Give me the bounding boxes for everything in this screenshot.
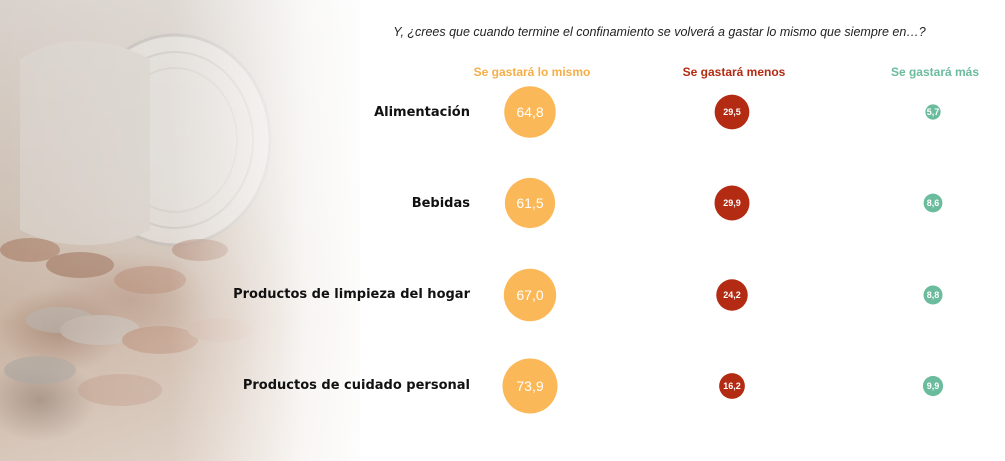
chart-question-title: Y, ¿crees que cuando termine el confinam… xyxy=(393,25,926,39)
column-header-mas: Se gastará más xyxy=(890,65,980,79)
bubble-mas-0: 5,7 xyxy=(925,104,941,120)
bubble-mas-2: 8,8 xyxy=(923,285,943,305)
bubble-menos-0: 29,5 xyxy=(714,94,750,130)
column-header-menos: Se gastará menos xyxy=(682,65,786,79)
column-header-mismo: Se gastará lo mismo xyxy=(473,65,591,79)
row-label-cuidado-personal: Productos de cuidado personal xyxy=(242,378,470,393)
bubble-mismo-0: 64,8 xyxy=(504,86,556,138)
bubble-circle xyxy=(504,177,556,229)
bubble-circle xyxy=(923,285,943,305)
bubble-mas-1: 8,6 xyxy=(923,193,943,213)
bubble-circle xyxy=(714,94,750,130)
bubble-circle xyxy=(716,279,748,311)
bubble-mismo-2: 67,0 xyxy=(503,268,557,322)
bubble-value-label: 67,0 xyxy=(516,287,543,303)
bubble-menos-1: 29,9 xyxy=(714,185,750,221)
bubble-value-label: 29,5 xyxy=(723,107,741,117)
bubble-value-label: 29,9 xyxy=(723,198,741,208)
bubble-menos-3: 16,2 xyxy=(719,373,745,399)
bubble-circle xyxy=(925,104,941,120)
bubble-value-label: 16,2 xyxy=(723,381,741,391)
bubble-mismo-1: 61,5 xyxy=(504,177,556,229)
row-label-alimentacion: Alimentación xyxy=(374,105,470,120)
bubble-mismo-3: 73,9 xyxy=(502,358,558,414)
bubble-circle xyxy=(502,358,558,414)
bubble-value-label: 64,8 xyxy=(516,104,543,120)
bubble-value-label: 24,2 xyxy=(723,290,741,300)
bubble-mas-3: 9,9 xyxy=(922,375,944,397)
row-label-bebidas: Bebidas xyxy=(411,196,470,211)
bubble-value-label: 9,9 xyxy=(927,381,940,391)
bubble-circle xyxy=(714,185,750,221)
bubble-circle xyxy=(923,193,943,213)
bubble-circle xyxy=(504,86,556,138)
bubble-value-label: 5,7 xyxy=(927,107,940,117)
bubble-circle xyxy=(922,375,944,397)
bubble-value-label: 73,9 xyxy=(516,378,543,394)
bubble-circle xyxy=(719,373,745,399)
photo-fade-overlay xyxy=(0,0,380,461)
row-label-limpieza: Productos de limpieza del hogar xyxy=(233,287,470,302)
bubble-value-label: 8,6 xyxy=(927,198,940,208)
bubble-value-label: 8,8 xyxy=(927,290,940,300)
bubble-menos-2: 24,2 xyxy=(716,279,748,311)
bubble-value-label: 61,5 xyxy=(516,195,543,211)
bubble-circle xyxy=(503,268,557,322)
